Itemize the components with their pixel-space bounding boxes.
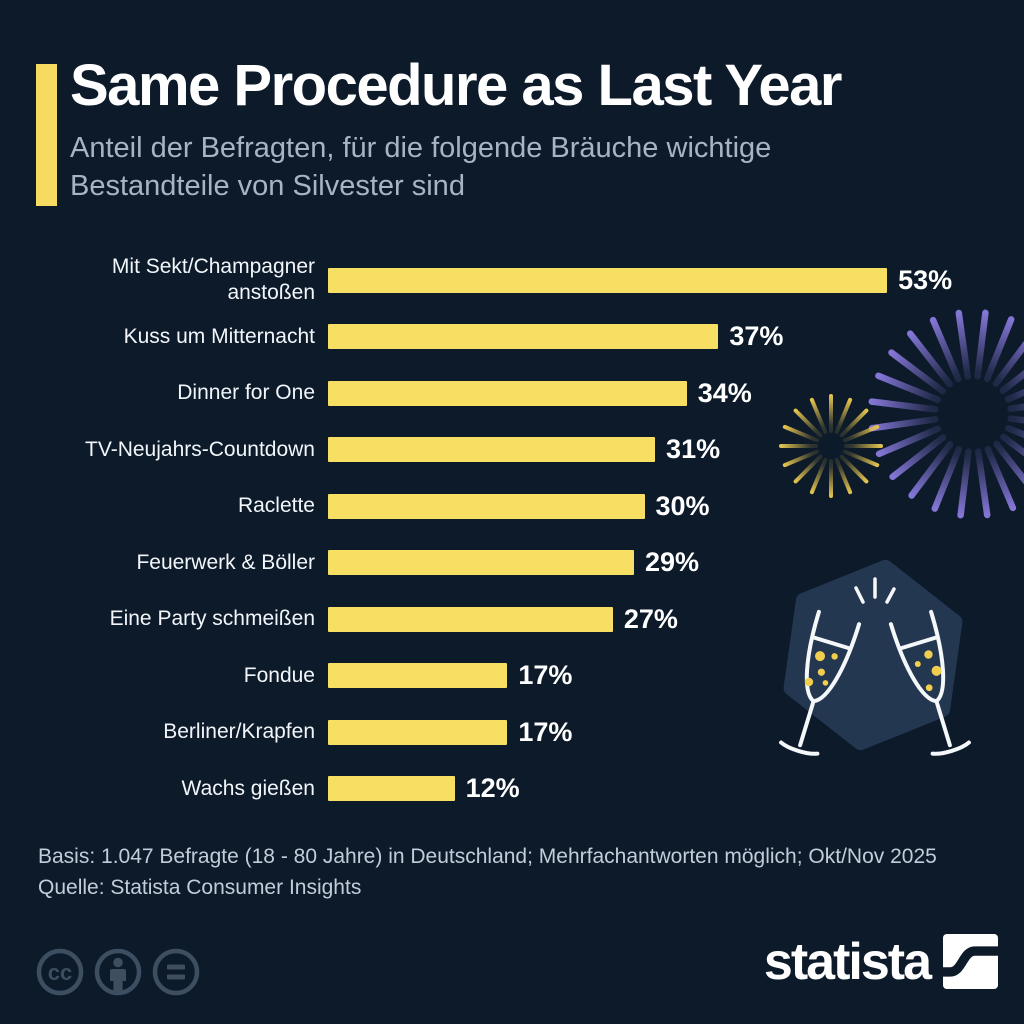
bar-value: 27%: [623, 603, 678, 634]
source-note: Quelle: Statista Consumer Insights: [38, 876, 362, 899]
bar-value: 12%: [465, 773, 520, 804]
bar-label: Dinner for One: [177, 381, 315, 405]
bar-row: Raclette 30%: [0, 478, 1024, 535]
bar-label: Kuss um Mitternacht: [123, 324, 315, 348]
bar: [328, 550, 634, 576]
attribution-icon: [94, 948, 142, 996]
bar: [328, 437, 656, 463]
bar-label: Raclette: [237, 494, 315, 518]
cc-icon: cc: [36, 948, 84, 996]
statista-logo-icon: [943, 934, 998, 989]
bar-label: Feuerwerk & Böller: [136, 550, 315, 574]
bar: [328, 380, 687, 406]
no-derivatives-icon: [152, 948, 200, 996]
bar-value: 37%: [729, 321, 784, 352]
champagne-glasses-icon: [779, 577, 971, 756]
bar: [328, 606, 613, 632]
svg-text:cc: cc: [48, 960, 72, 985]
bar-value: 30%: [655, 490, 710, 521]
bar-value: 53%: [898, 264, 953, 295]
bar-label: Eine Party schmeißen: [109, 607, 315, 631]
bar-label: Mit Sekt/Champagner anstoßen: [111, 255, 315, 305]
bar-label: Berliner/Krapfen: [163, 720, 315, 744]
bar-row: Kuss um Mitternacht 37%: [0, 309, 1024, 366]
page-subtitle: Anteil der Befragten, für die folgende B…: [70, 132, 772, 202]
title-accent-bar: [36, 64, 57, 206]
statista-branding: statista: [764, 934, 998, 989]
statista-wordmark: statista: [763, 932, 932, 991]
license-icons: cc: [36, 944, 204, 1005]
bar: [328, 493, 645, 519]
bar-row: Berliner/Krapfen 17%: [0, 704, 1024, 761]
bar-row: Feuerwerk & Böller 29%: [0, 535, 1024, 592]
bar: [328, 776, 455, 802]
bar-label: Wachs gießen: [181, 776, 315, 800]
bar-label: TV-Neujahrs-Countdown: [85, 437, 315, 461]
bar: [328, 663, 508, 689]
bar-row: Wachs gießen 12%: [0, 761, 1024, 818]
bar-row: TV-Neujahrs-Countdown 31%: [0, 422, 1024, 479]
hexagon-shape: [783, 559, 963, 751]
bar: [328, 719, 508, 745]
bar: [328, 267, 888, 293]
page-title: Same Procedure as Last Year: [70, 53, 842, 118]
basis-note: Basis: 1.047 Befragte (18 - 80 Jahre) in…: [38, 845, 937, 868]
bar-row: Dinner for One 34%: [0, 365, 1024, 422]
bar-value: 31%: [666, 434, 721, 465]
bar-row: Mit Sekt/Champagner anstoßen 53%: [0, 252, 1024, 309]
bar-value: 17%: [518, 716, 573, 747]
bar-value: 29%: [644, 547, 699, 578]
bar-row: Fondue 17%: [0, 648, 1024, 705]
bar-chart: Mit Sekt/Champagner anstoßen 53% Kuss um M…: [0, 252, 1024, 817]
champagne-badge: [775, 550, 975, 785]
bar-row: Eine Party schmeißen 27%: [0, 591, 1024, 648]
bar-value: 34%: [697, 377, 752, 408]
clink-sparks-icon: [854, 577, 896, 604]
bar: [328, 324, 719, 350]
bar-label: Fondue: [243, 663, 315, 687]
bar-value: 17%: [518, 660, 573, 691]
